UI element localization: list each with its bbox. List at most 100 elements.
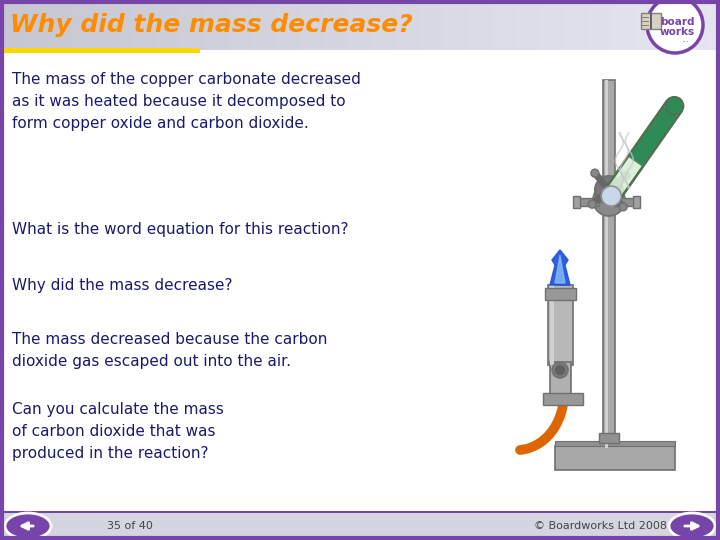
Bar xyxy=(577,198,599,206)
Bar xyxy=(548,285,573,365)
Text: What is the word equation for this reaction?: What is the word equation for this react… xyxy=(12,222,348,237)
Bar xyxy=(192,0,204,50)
Bar xyxy=(36,0,48,50)
Bar xyxy=(348,0,360,50)
Bar xyxy=(504,0,516,50)
Bar xyxy=(468,0,480,50)
Bar xyxy=(543,393,583,405)
Text: Why did the mass decrease?: Why did the mass decrease? xyxy=(10,13,413,37)
Bar xyxy=(588,0,600,50)
Text: board: board xyxy=(660,17,694,27)
Bar xyxy=(264,0,276,50)
Bar xyxy=(0,510,720,513)
Bar xyxy=(96,0,108,50)
Circle shape xyxy=(665,97,683,115)
Text: works: works xyxy=(660,27,695,37)
Circle shape xyxy=(601,186,621,206)
Text: © Boardworks Ltd 2008: © Boardworks Ltd 2008 xyxy=(534,521,667,531)
Bar xyxy=(420,0,432,50)
Bar xyxy=(228,0,240,50)
Bar xyxy=(642,21,649,22)
Bar xyxy=(12,0,24,50)
Circle shape xyxy=(591,169,599,177)
Bar xyxy=(240,0,252,50)
Bar xyxy=(108,0,120,50)
Polygon shape xyxy=(629,107,677,165)
Bar xyxy=(633,196,640,208)
Bar xyxy=(156,0,168,50)
Bar xyxy=(84,0,96,50)
Bar xyxy=(650,13,652,29)
Bar xyxy=(204,0,216,50)
Circle shape xyxy=(622,172,630,180)
Bar xyxy=(72,0,84,50)
Bar xyxy=(180,0,192,50)
Bar xyxy=(648,0,660,50)
Bar xyxy=(528,0,540,50)
Bar xyxy=(60,0,72,50)
Bar xyxy=(24,0,36,50)
Bar xyxy=(642,17,649,18)
Bar xyxy=(573,196,580,208)
Bar xyxy=(605,80,608,448)
Bar xyxy=(0,0,12,50)
Bar xyxy=(550,285,554,365)
Bar xyxy=(564,0,576,50)
Text: ...: ... xyxy=(681,35,689,44)
Bar xyxy=(132,0,144,50)
Bar xyxy=(276,0,288,50)
Bar xyxy=(672,0,684,50)
Bar xyxy=(324,0,336,50)
Bar xyxy=(216,0,228,50)
Bar xyxy=(480,0,492,50)
Text: The mass of the copper carbonate decreased
as it was heated because it decompose: The mass of the copper carbonate decreas… xyxy=(12,72,361,131)
Polygon shape xyxy=(601,156,643,205)
Polygon shape xyxy=(555,255,565,283)
Bar xyxy=(48,0,60,50)
Bar xyxy=(384,0,396,50)
Bar xyxy=(603,80,615,448)
Bar xyxy=(550,362,571,400)
Text: Why did the mass decrease?: Why did the mass decrease? xyxy=(12,278,233,293)
Bar xyxy=(642,24,649,26)
Circle shape xyxy=(647,0,703,53)
Circle shape xyxy=(588,200,596,208)
Bar xyxy=(552,0,564,50)
Bar xyxy=(540,0,552,50)
Bar xyxy=(624,0,636,50)
Bar xyxy=(0,48,200,53)
Bar xyxy=(636,0,648,50)
Bar xyxy=(312,0,324,50)
Bar xyxy=(516,0,528,50)
Bar xyxy=(396,0,408,50)
Bar xyxy=(252,0,264,50)
Text: The mass decreased because the carbon
dioxide gas escaped out into the air.: The mass decreased because the carbon di… xyxy=(12,332,328,369)
Bar xyxy=(372,0,384,50)
Bar xyxy=(555,441,675,446)
Bar xyxy=(492,0,504,50)
Ellipse shape xyxy=(669,513,715,539)
Circle shape xyxy=(619,203,627,211)
Bar xyxy=(708,0,720,50)
Bar xyxy=(456,0,468,50)
Bar xyxy=(641,13,661,29)
Bar xyxy=(360,0,372,50)
Bar xyxy=(600,0,612,50)
Bar xyxy=(599,433,619,443)
Bar xyxy=(576,0,588,50)
Bar xyxy=(684,0,696,50)
Bar xyxy=(300,0,312,50)
Bar xyxy=(660,0,672,50)
Bar xyxy=(0,512,720,540)
Polygon shape xyxy=(550,250,570,285)
Bar xyxy=(432,0,444,50)
Bar xyxy=(336,0,348,50)
Bar xyxy=(144,0,156,50)
Circle shape xyxy=(552,362,568,378)
Bar xyxy=(615,198,635,206)
Bar xyxy=(120,0,132,50)
Text: Can you calculate the mass
of carbon dioxide that was
produced in the reaction?: Can you calculate the mass of carbon dio… xyxy=(12,402,224,461)
Bar xyxy=(168,0,180,50)
Bar xyxy=(612,0,624,50)
Bar xyxy=(444,0,456,50)
